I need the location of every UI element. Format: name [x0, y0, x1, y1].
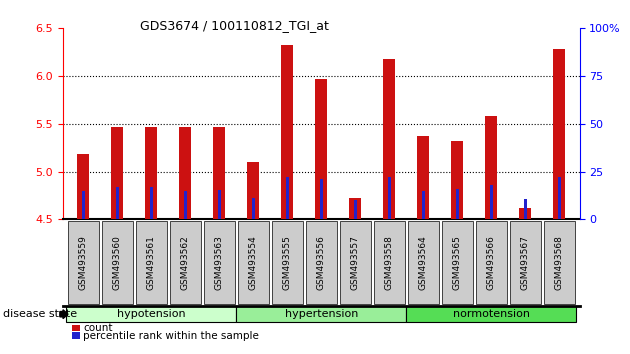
Bar	[417, 136, 429, 219]
Text: hypertension: hypertension	[285, 309, 358, 319]
Bar	[282, 45, 293, 219]
Text: GSM493557: GSM493557	[351, 235, 360, 290]
Bar	[316, 79, 327, 219]
Bar	[350, 199, 361, 219]
Text: hypotension: hypotension	[117, 309, 186, 319]
Text: GSM493555: GSM493555	[283, 235, 292, 290]
Bar	[214, 127, 226, 219]
Text: GDS3674 / 100110812_TGI_at: GDS3674 / 100110812_TGI_at	[140, 19, 329, 33]
Bar	[180, 127, 192, 219]
Bar	[150, 187, 153, 219]
Bar	[553, 49, 565, 219]
Bar	[387, 177, 391, 219]
Text: GSM493559: GSM493559	[79, 235, 88, 290]
Bar	[184, 191, 187, 219]
Text: GSM493554: GSM493554	[249, 235, 258, 290]
Bar	[146, 127, 158, 219]
Bar	[77, 154, 89, 219]
Text: GSM493563: GSM493563	[215, 235, 224, 290]
Bar	[251, 199, 255, 219]
Text: disease state: disease state	[3, 309, 77, 319]
Bar	[112, 127, 123, 219]
Text: GSM493568: GSM493568	[554, 235, 564, 290]
Bar	[116, 187, 119, 219]
Bar	[451, 141, 463, 219]
Text: percentile rank within the sample: percentile rank within the sample	[83, 331, 259, 341]
Text: GSM493567: GSM493567	[521, 235, 530, 290]
Text: GSM493556: GSM493556	[317, 235, 326, 290]
Bar	[485, 116, 497, 219]
Text: GSM493560: GSM493560	[113, 235, 122, 290]
Text: GSM493562: GSM493562	[181, 235, 190, 290]
Text: GSM493558: GSM493558	[385, 235, 394, 290]
Bar	[217, 190, 221, 219]
Bar	[490, 185, 493, 219]
Bar	[353, 200, 357, 219]
Bar	[558, 177, 561, 219]
Bar	[519, 208, 531, 219]
Text: GSM493564: GSM493564	[419, 235, 428, 290]
Bar	[421, 191, 425, 219]
Bar	[319, 179, 323, 219]
Bar	[285, 177, 289, 219]
Text: normotension: normotension	[453, 309, 530, 319]
Bar	[383, 59, 395, 219]
Text: GSM493565: GSM493565	[453, 235, 462, 290]
Text: GSM493561: GSM493561	[147, 235, 156, 290]
Bar	[455, 189, 459, 219]
Bar	[248, 162, 260, 219]
Text: count: count	[83, 323, 113, 333]
Text: GSM493566: GSM493566	[487, 235, 496, 290]
Bar	[524, 199, 527, 219]
Bar	[82, 191, 85, 219]
